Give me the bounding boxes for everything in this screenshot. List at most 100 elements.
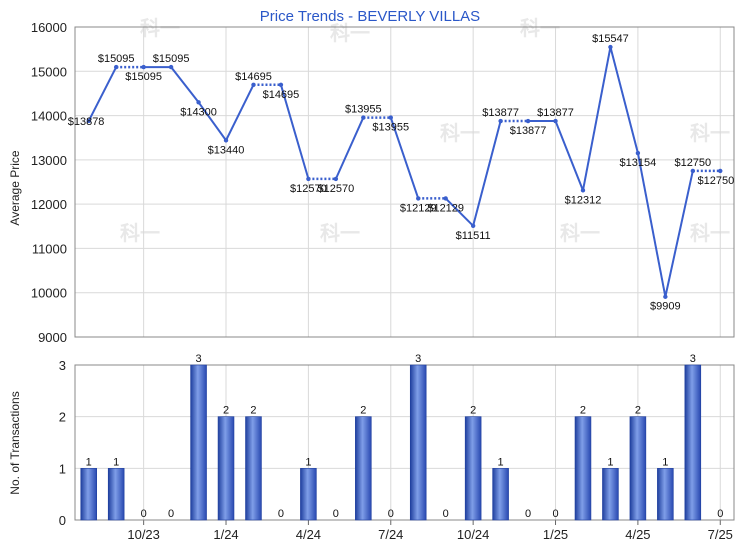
price-data-label: $13440 bbox=[208, 144, 245, 156]
transaction-bar bbox=[629, 416, 647, 521]
price-point bbox=[553, 118, 558, 124]
transaction-bar bbox=[574, 416, 592, 521]
price-line-segment bbox=[472, 120, 502, 227]
transactions-plot-frame bbox=[74, 364, 735, 521]
price-axis-label: Average Price bbox=[8, 150, 22, 225]
price-data-label: $13955 bbox=[372, 122, 409, 134]
bar-tick-label: 3 bbox=[59, 358, 66, 373]
transaction-data-label: 2 bbox=[360, 405, 366, 417]
price-line-segment bbox=[87, 66, 118, 122]
transaction-data-label: 2 bbox=[635, 405, 641, 417]
bar-tick-label: 1 bbox=[59, 461, 66, 476]
price-point bbox=[333, 176, 339, 182]
price-data-label: $9909 bbox=[650, 301, 681, 313]
price-data-label: $12750 bbox=[674, 157, 711, 169]
price-point bbox=[388, 115, 393, 120]
bar-x-tick-label: 10/23 bbox=[127, 527, 160, 542]
transaction-data-label: 1 bbox=[86, 456, 92, 468]
price-data-label: $15095 bbox=[125, 71, 162, 83]
price-tick-label: 10000 bbox=[31, 286, 67, 301]
price-point bbox=[718, 168, 723, 174]
watermark-text-8: 科一 bbox=[440, 121, 480, 145]
price-point bbox=[141, 64, 146, 70]
price-point bbox=[86, 118, 91, 124]
transaction-data-label: 0 bbox=[388, 508, 394, 520]
watermark-text-1: 科一 bbox=[330, 21, 370, 45]
price-line-segment bbox=[636, 152, 667, 297]
bar-x-tick-label: 7/24 bbox=[378, 527, 403, 542]
price-line-segment bbox=[170, 66, 200, 103]
watermark-text-5: 科一 bbox=[320, 221, 360, 245]
bar-tick-label: 0 bbox=[59, 513, 66, 528]
price-point bbox=[196, 100, 201, 105]
price-line-segment bbox=[279, 84, 310, 180]
price-point bbox=[525, 118, 531, 124]
price-data-label: $14695 bbox=[235, 71, 272, 83]
price-data-label: $12570 bbox=[317, 183, 354, 195]
price-line-segment bbox=[581, 46, 612, 191]
transaction-bar bbox=[80, 468, 97, 521]
transaction-data-label: 1 bbox=[305, 456, 311, 468]
chart-title: Price Trends - BEVERLY VILLAS bbox=[260, 8, 480, 25]
transactions-axis-label: No. of Transactions bbox=[8, 391, 22, 494]
price-data-label: $13877 bbox=[537, 107, 574, 119]
price-line-segment bbox=[197, 101, 227, 141]
transaction-bar bbox=[190, 364, 207, 521]
price-data-label: $14300 bbox=[180, 106, 217, 118]
watermark-text-4: 科一 bbox=[120, 221, 160, 245]
transaction-bar bbox=[409, 364, 427, 521]
bar-tick-label: 2 bbox=[59, 410, 66, 425]
transaction-data-label: 0 bbox=[525, 508, 531, 520]
transaction-data-label: 3 bbox=[415, 353, 421, 365]
transaction-data-label: 0 bbox=[141, 508, 147, 520]
bar-x-tick-label: 4/25 bbox=[625, 527, 650, 542]
transaction-data-label: 0 bbox=[717, 508, 723, 520]
price-point bbox=[278, 82, 284, 87]
price-line-segment bbox=[664, 170, 694, 297]
transaction-bar bbox=[657, 468, 674, 521]
transaction-bar bbox=[464, 416, 482, 521]
price-data-label: $15095 bbox=[153, 53, 190, 65]
transaction-data-label: 0 bbox=[552, 508, 558, 520]
transaction-data-label: 0 bbox=[333, 508, 339, 520]
price-point bbox=[251, 82, 256, 87]
price-data-label: $15547 bbox=[592, 33, 629, 45]
transaction-data-label: 2 bbox=[250, 405, 256, 417]
price-line-segment bbox=[389, 117, 420, 199]
transaction-data-label: 3 bbox=[196, 353, 202, 365]
transaction-data-label: 1 bbox=[498, 456, 504, 468]
price-tick-label: 13000 bbox=[31, 153, 67, 168]
transaction-bar bbox=[217, 416, 235, 521]
transaction-data-label: 2 bbox=[580, 405, 586, 417]
price-data-label: $12312 bbox=[565, 194, 602, 206]
transaction-data-label: 1 bbox=[607, 456, 613, 468]
price-line-segment bbox=[609, 46, 639, 154]
watermark-text-2: 科一 bbox=[520, 16, 560, 40]
transaction-data-label: 1 bbox=[662, 456, 668, 468]
transaction-bar bbox=[492, 468, 509, 521]
price-tick-label: 14000 bbox=[31, 109, 67, 124]
price-data-label: $13877 bbox=[510, 125, 547, 137]
price-data-label: $14695 bbox=[263, 89, 300, 101]
transaction-data-label: 1 bbox=[113, 456, 119, 468]
price-data-label: $13877 bbox=[482, 107, 519, 119]
transaction-bar bbox=[107, 468, 125, 521]
watermark-text-0: 科一 bbox=[140, 16, 180, 40]
transaction-bar bbox=[355, 416, 372, 521]
price-data-label: $12129 bbox=[427, 202, 464, 214]
price-data-label: $13955 bbox=[345, 104, 382, 116]
price-plot-frame bbox=[74, 26, 735, 338]
price-point bbox=[168, 64, 174, 70]
bar-x-tick-label: 4/24 bbox=[296, 527, 321, 542]
price-point bbox=[306, 176, 311, 182]
price-point bbox=[580, 188, 586, 193]
price-point bbox=[635, 150, 641, 156]
price-tick-label: 15000 bbox=[31, 64, 67, 79]
transactions-panel: 0 1 2 3 10/23 1/24 4/24 7/24 10/24 1/25 4/25 7/25 1 1… bbox=[59, 353, 735, 542]
price-point bbox=[361, 115, 366, 120]
price-point bbox=[690, 168, 696, 174]
price-data-label: $12129 bbox=[400, 202, 437, 214]
price-data-label: $12750 bbox=[698, 175, 735, 187]
